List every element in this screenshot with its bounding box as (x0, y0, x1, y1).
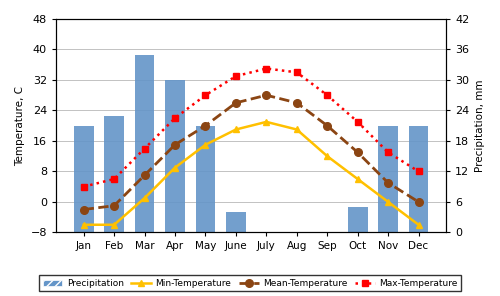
Bar (104, 115, 124, 232)
Bar (408, 126, 428, 232)
Bar (134, 54, 154, 232)
Bar (378, 126, 398, 232)
Bar (226, 212, 246, 232)
Y-axis label: Precipitation, mm: Precipitation, mm (475, 79, 485, 172)
Bar (165, 80, 185, 232)
Bar (196, 126, 216, 232)
Bar (318, 232, 337, 253)
Bar (348, 207, 368, 232)
Y-axis label: Temperature, C: Temperature, C (15, 86, 25, 166)
Bar (74, 126, 94, 232)
Bar (287, 232, 306, 253)
Legend: Precipitation, Min-Temperature, Mean-Temperature, Max-Temperature: Precipitation, Min-Temperature, Mean-Tem… (39, 275, 461, 292)
Bar (256, 232, 276, 248)
